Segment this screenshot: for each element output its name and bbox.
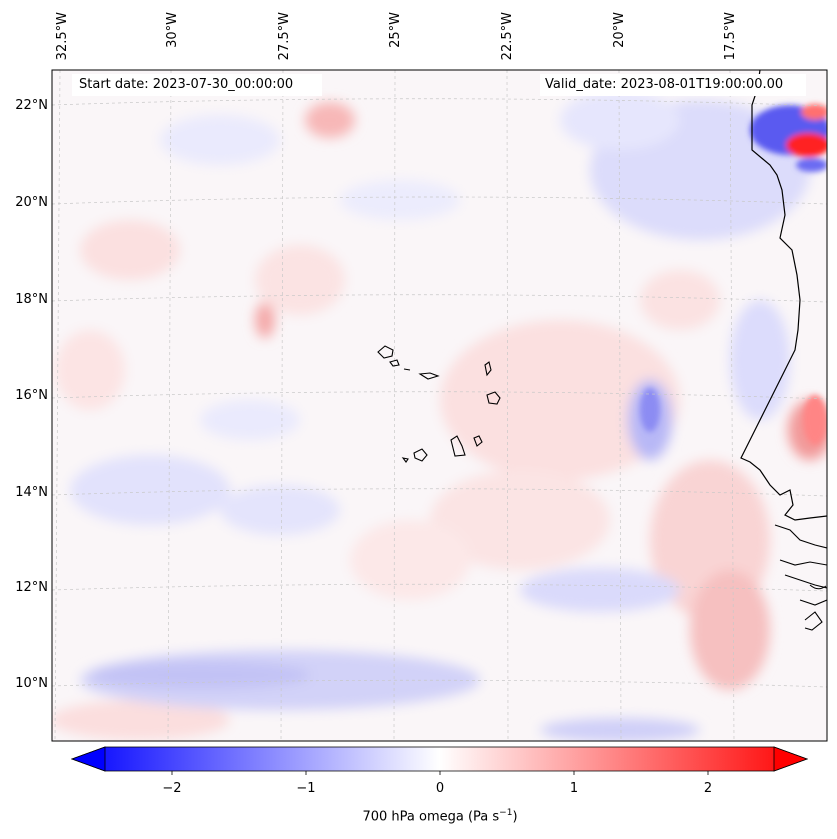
cape-verde-islands [377,345,501,463]
colorbar-tick-label: −2 [162,781,182,796]
map-frame [51,69,828,742]
lat-label: 20°N [15,195,48,210]
valid-date-box [540,74,806,96]
colorbar-tick-label: 0 [435,781,445,796]
coastline-africa [740,70,827,521]
start-date-annotation: Start date: 2023-07-30_00:00:00 [79,77,294,92]
colorbar-label-exponent: −1 [499,808,513,818]
colorbar-label-close: ) [512,809,518,825]
lon-label: 32.5°W [55,12,70,61]
lat-label: 12°N [15,580,48,595]
colorbar-tick-label: 1 [569,781,579,796]
lat-label: 18°N [15,292,48,307]
lat-label: 14°N [15,485,48,500]
lon-label: 17.5°W [723,12,738,61]
valid-date-annotation: Valid_date: 2023-08-01T19:00:00.00 [545,77,784,92]
colorbar-tick-label: −1 [296,781,316,796]
omega-field [52,70,827,741]
colorbar-label-text: 700 hPa omega (Pa s [362,809,500,825]
lat-label: 10°N [15,676,48,691]
lon-label: 25°W [388,12,403,48]
lat-label: 22°N [15,98,48,113]
lon-label: 22.5°W [500,12,515,61]
lon-label: 27.5°W [277,12,292,61]
lat-label: 16°N [15,388,48,403]
colorbar-tick-label: 2 [703,781,713,796]
lon-label: 20°W [612,12,627,48]
colorbar-label: 700 hPa omega (Pa s−1) [0,808,837,824]
start-date-box [72,74,322,96]
lon-label: 30°W [165,12,180,48]
gridlines [52,70,827,741]
colorbar [70,746,809,775]
